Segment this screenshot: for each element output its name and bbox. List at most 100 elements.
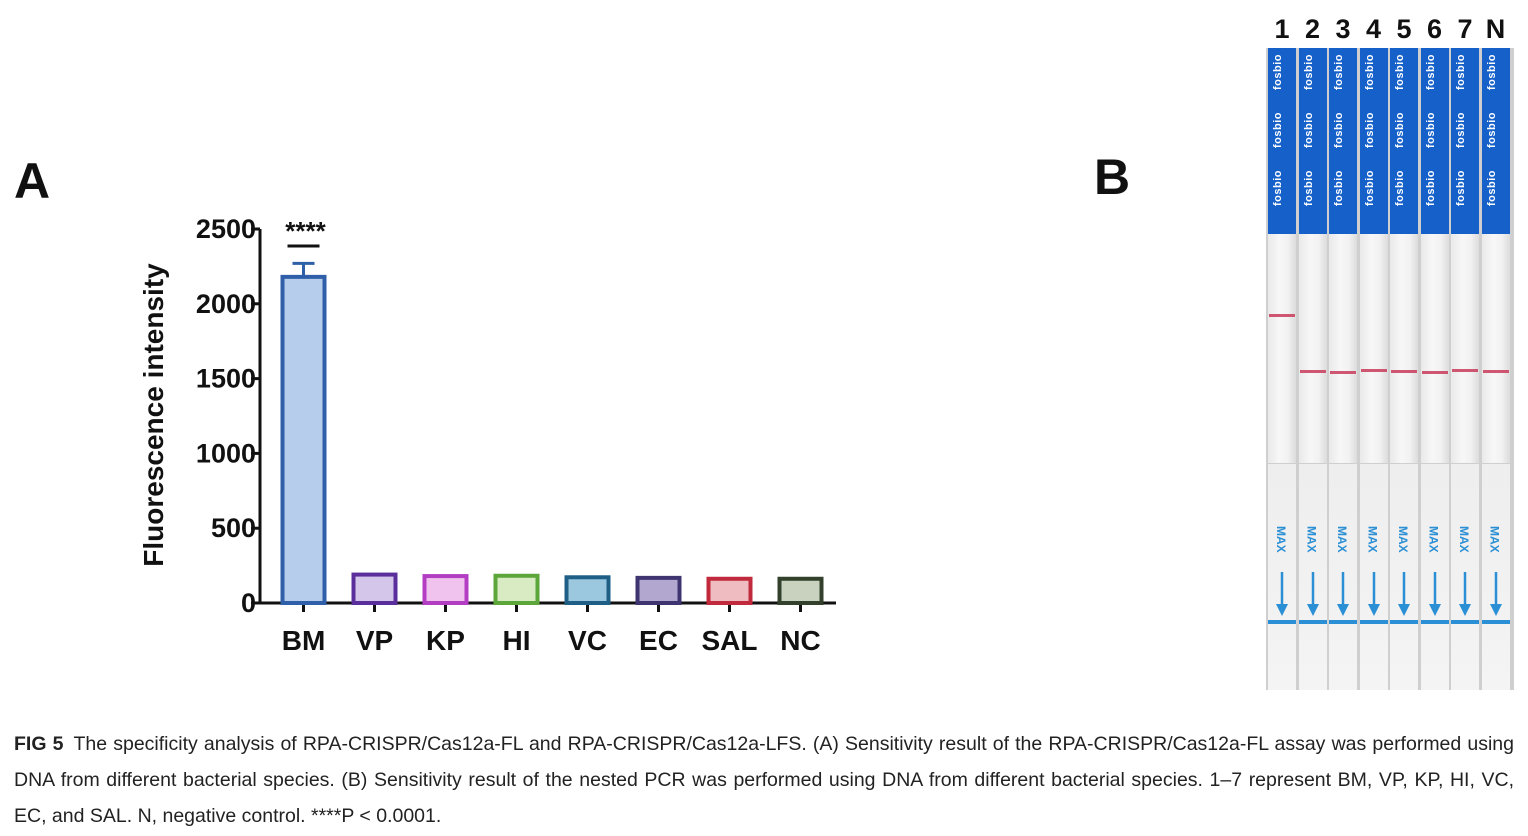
max-fill-line	[1359, 620, 1388, 624]
max-marker-text: MAX	[1396, 526, 1410, 553]
significance-label: ****	[285, 216, 326, 246]
strip-brand-text: fosbio	[1455, 112, 1467, 148]
strip-label-area: fosbio fosbio fosbio	[1481, 48, 1510, 234]
lane-label-1: 1	[1274, 14, 1290, 44]
bar-chart: Fluorescence intensity 0 500 1000 1500 2000 2…	[138, 214, 836, 656]
max-marker-text: MAX	[1335, 526, 1349, 553]
strip-brand-text: fosbio	[1272, 112, 1284, 148]
figure-caption: FIG 5 The specificity analysis of RPA-CRI…	[14, 726, 1514, 834]
control-line	[1391, 370, 1417, 373]
bar-SAL	[706, 576, 753, 605]
strip-brand-text: fosbio	[1302, 170, 1315, 206]
chart-tick-labels: 0 500 1000 1500 2000 2500 BM VP KP HI VC EC SAL NC ***…	[196, 214, 821, 656]
y-axis-label: Fluorescence intensity	[138, 263, 169, 567]
strip-brand-text: fosbio	[1272, 54, 1284, 90]
x-tick-label-BM: BM	[282, 625, 326, 656]
max-fill-line	[1420, 620, 1449, 624]
bar-EC	[635, 575, 682, 605]
max-marker-text: MAX	[1365, 526, 1380, 553]
down-arrow-icon	[1276, 572, 1288, 616]
strip-label-area: fosbio fosbio fosbio	[1329, 48, 1357, 234]
max-marker-text: MAX	[1274, 526, 1288, 553]
control-line	[1299, 370, 1326, 373]
test-strip-6: fosbio fosbio fosbio MAX	[1420, 48, 1449, 690]
bar-KP	[422, 574, 469, 606]
y-tick-label-1000: 1000	[196, 438, 256, 468]
max-fill-line	[1390, 620, 1418, 624]
control-line	[1452, 369, 1478, 372]
panel-b-letter: B	[1094, 149, 1131, 205]
caption-text: The specificity analysis of RPA-CRISPR/C…	[14, 733, 1515, 827]
test-strip-5: fosbio fosbio fosbio MAX	[1390, 48, 1418, 690]
max-fill-line	[1268, 620, 1296, 624]
bar-BM	[280, 274, 327, 605]
strip-brand-text: fosbio	[1424, 112, 1437, 148]
strip-label-area: fosbio fosbio fosbio	[1390, 48, 1418, 234]
x-tick-label-VC: VC	[568, 625, 607, 656]
strip-brand-text: fosbio	[1455, 170, 1467, 206]
down-arrow-icon	[1398, 572, 1410, 616]
test-strip-3: fosbio fosbio fosbio MAX	[1329, 48, 1357, 690]
control-line	[1482, 370, 1509, 373]
strip-label-area: fosbio fosbio fosbio	[1420, 48, 1449, 234]
bar-VP	[351, 572, 398, 605]
strip-brand-text: fosbio	[1272, 170, 1284, 206]
y-tick-label-2500: 2500	[196, 214, 256, 244]
strip-brand-text: fosbio	[1302, 112, 1315, 148]
bar-NC	[777, 576, 824, 605]
down-arrow-icon	[1337, 572, 1349, 616]
test-line	[1269, 314, 1295, 317]
test-strip-7: fosbio fosbio fosbio MAX	[1451, 48, 1479, 690]
lane-label-N: N	[1485, 14, 1506, 44]
lane-label-3: 3	[1335, 14, 1351, 44]
y-tick-label-1500: 1500	[196, 364, 256, 394]
lane-label-4: 4	[1365, 14, 1382, 44]
x-tick-label-EC: EC	[639, 625, 678, 656]
max-fill-line	[1298, 620, 1327, 624]
strip-brand-text: fosbio	[1394, 112, 1406, 148]
strip-brand-text: fosbio	[1394, 170, 1406, 206]
strip-brand-text: fosbio	[1363, 112, 1376, 148]
lane-label-7: 7	[1457, 14, 1473, 44]
max-fill-line	[1481, 620, 1510, 624]
x-tick-label-HI: HI	[503, 625, 531, 656]
max-marker-text: MAX	[1304, 526, 1319, 553]
max-marker-text: MAX	[1487, 526, 1502, 553]
strip-brand-text: fosbio	[1333, 112, 1345, 148]
test-strip-N: fosbio fosbio fosbio MAX	[1481, 48, 1510, 690]
down-arrow-icon	[1367, 572, 1380, 616]
test-strip-1: fosbio fosbio fosbio MAX	[1268, 48, 1296, 690]
strip-photo: fosbio fosbio fosbio MAX fosbio fosbio fosbio M…	[1266, 48, 1514, 690]
bar-HI	[493, 573, 540, 606]
x-tick-label-KP: KP	[426, 625, 465, 656]
figure-label: FIG 5	[14, 733, 64, 755]
strip-brand-text: fosbio	[1394, 54, 1406, 90]
strip-brand-text: fosbio	[1485, 112, 1498, 148]
max-marker-text: MAX	[1426, 526, 1441, 553]
control-line	[1421, 371, 1448, 374]
down-arrow-icon	[1428, 572, 1441, 616]
strip-label-area: fosbio fosbio fosbio	[1359, 48, 1388, 234]
x-tick-label-NC: NC	[780, 625, 820, 656]
test-strip-4: fosbio fosbio fosbio MAX	[1359, 48, 1388, 690]
lane-label-2: 2	[1304, 14, 1321, 44]
control-line	[1330, 371, 1356, 374]
x-tick-label-VP: VP	[356, 625, 393, 656]
lane-label-5: 5	[1396, 14, 1412, 44]
panel-a-letter: A	[14, 153, 51, 209]
y-tick-label-0: 0	[241, 588, 256, 618]
y-tick-label-500: 500	[211, 513, 256, 543]
control-line	[1360, 369, 1387, 372]
max-marker-text: MAX	[1457, 526, 1471, 553]
bar-VC	[564, 575, 611, 605]
down-arrow-icon	[1306, 572, 1319, 616]
max-fill-line	[1329, 620, 1357, 624]
chart-axes	[251, 227, 836, 612]
down-arrow-icon	[1459, 572, 1471, 616]
strip-brand-text: fosbio	[1485, 170, 1498, 206]
strip-brand-text: fosbio	[1363, 170, 1376, 206]
strip-brand-text: fosbio	[1424, 170, 1437, 206]
chart-bars	[280, 244, 824, 606]
test-strip-2: fosbio fosbio fosbio MAX	[1298, 48, 1327, 690]
strip-brand-text: fosbio	[1333, 54, 1345, 90]
